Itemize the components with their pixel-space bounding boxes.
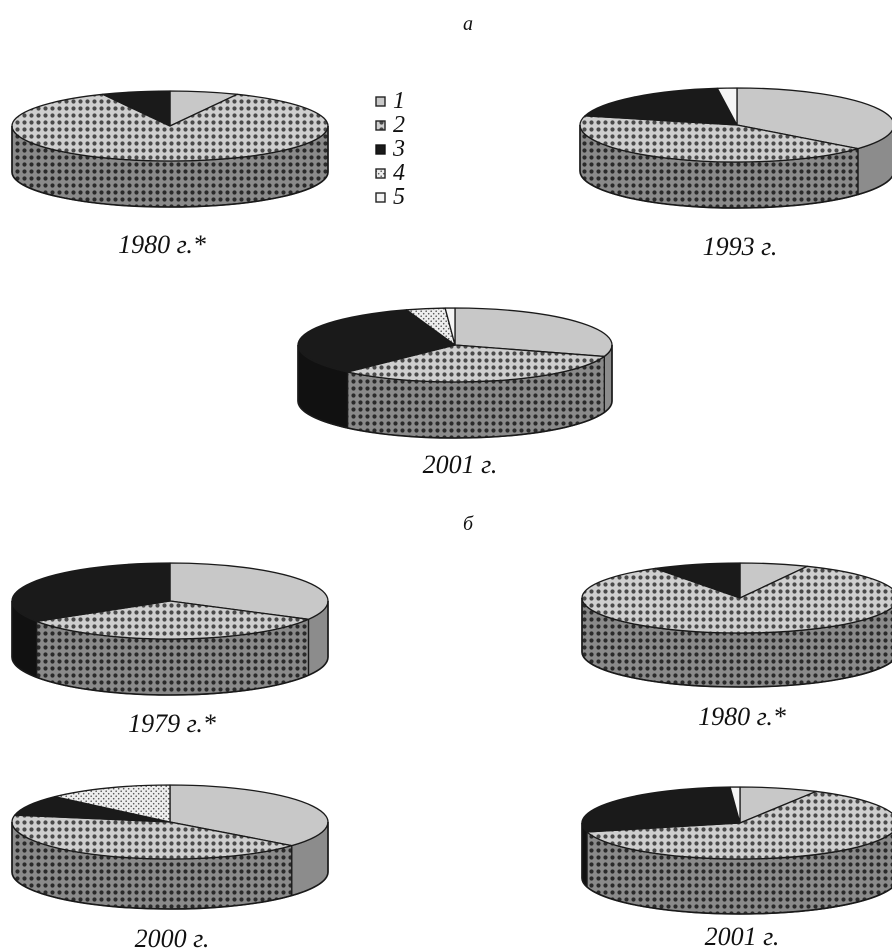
pie-slice-2 [581, 565, 892, 634]
pie-top [11, 784, 329, 860]
caption-b-2000: 2000 г. [135, 924, 210, 951]
pie-slice-2 [586, 790, 892, 860]
pie-slice-2 [11, 93, 329, 162]
legend-swatch-4 [375, 168, 386, 179]
pie-top [579, 87, 892, 163]
pie-rim-outline [579, 125, 892, 209]
pie-rim-outline [297, 345, 613, 439]
pie-rim-outline [11, 126, 329, 208]
caption-b-2001: 2001 г. [705, 922, 780, 951]
pie-slice-4 [54, 784, 171, 823]
pie-slice-2 [35, 600, 310, 640]
legend-swatch-1 [375, 96, 386, 107]
panel-label-b: б [463, 513, 474, 535]
legend: 1 2 3 4 5 [375, 88, 405, 210]
pie-top [581, 562, 892, 634]
caption-b-1980: 1980 г.* [698, 702, 786, 731]
pie-chart-b-2001 [581, 786, 892, 915]
pie-slice-2 [579, 115, 859, 163]
pie-slice-5 [444, 307, 456, 346]
pie-slice-3 [102, 90, 171, 127]
legend-label-3: 3 [392, 136, 405, 162]
legend-swatch-3 [375, 144, 386, 155]
pie-chart-a-1993 [579, 87, 892, 209]
legend-item-4: 4 [375, 160, 405, 186]
pie-top [297, 307, 613, 383]
pie-top [11, 562, 329, 640]
pie-slice-1 [169, 562, 329, 620]
caption-a-1980: 1980 г.* [118, 230, 206, 259]
pie-slice-2 [346, 344, 605, 383]
pie-rim-outline [581, 823, 892, 915]
pie-top [581, 786, 892, 860]
pie-rim-outline [11, 822, 329, 910]
legend-item-2: 2 [375, 112, 405, 138]
legend-label-4: 4 [393, 160, 405, 186]
caption-a-2001: 2001 г. [423, 450, 498, 479]
legend-label-2: 2 [393, 112, 405, 138]
pie-slice-3 [654, 562, 741, 599]
pie-chart-b-1979 [11, 562, 329, 696]
pie-top [11, 90, 329, 162]
pie-slice-1 [736, 87, 892, 150]
legend-item-3: 3 [375, 136, 405, 162]
pie-chart-b-2000 [11, 784, 329, 910]
legend-swatch-2 [375, 120, 386, 131]
caption-b-1979: 1979 г.* [128, 709, 216, 738]
pie-slice-1 [169, 784, 329, 847]
pie-slice-2 [11, 814, 293, 860]
pie-chart-a-1980 [11, 90, 329, 208]
pie-slice-5 [729, 786, 741, 824]
pie-chart-a-2001 [297, 307, 613, 439]
legend-swatch-5 [375, 192, 386, 203]
pie-slice-5 [716, 87, 738, 126]
panel-label-a: а [463, 13, 473, 35]
pie-chart-b-1980 [581, 562, 892, 688]
pie-rim-outline [581, 598, 892, 688]
legend-item-5: 5 [375, 184, 405, 210]
legend-label-5: 5 [393, 184, 405, 210]
pie-rim-outline [11, 601, 329, 696]
caption-a-1993: 1993 г. [703, 232, 778, 261]
legend-item-1: 1 [375, 88, 405, 114]
pie-slice-3 [14, 796, 171, 823]
pie-slice-3 [297, 309, 456, 373]
pie-slice-3 [584, 87, 738, 126]
legend-label-1: 1 [393, 88, 405, 114]
pie-slice-3 [11, 562, 171, 623]
